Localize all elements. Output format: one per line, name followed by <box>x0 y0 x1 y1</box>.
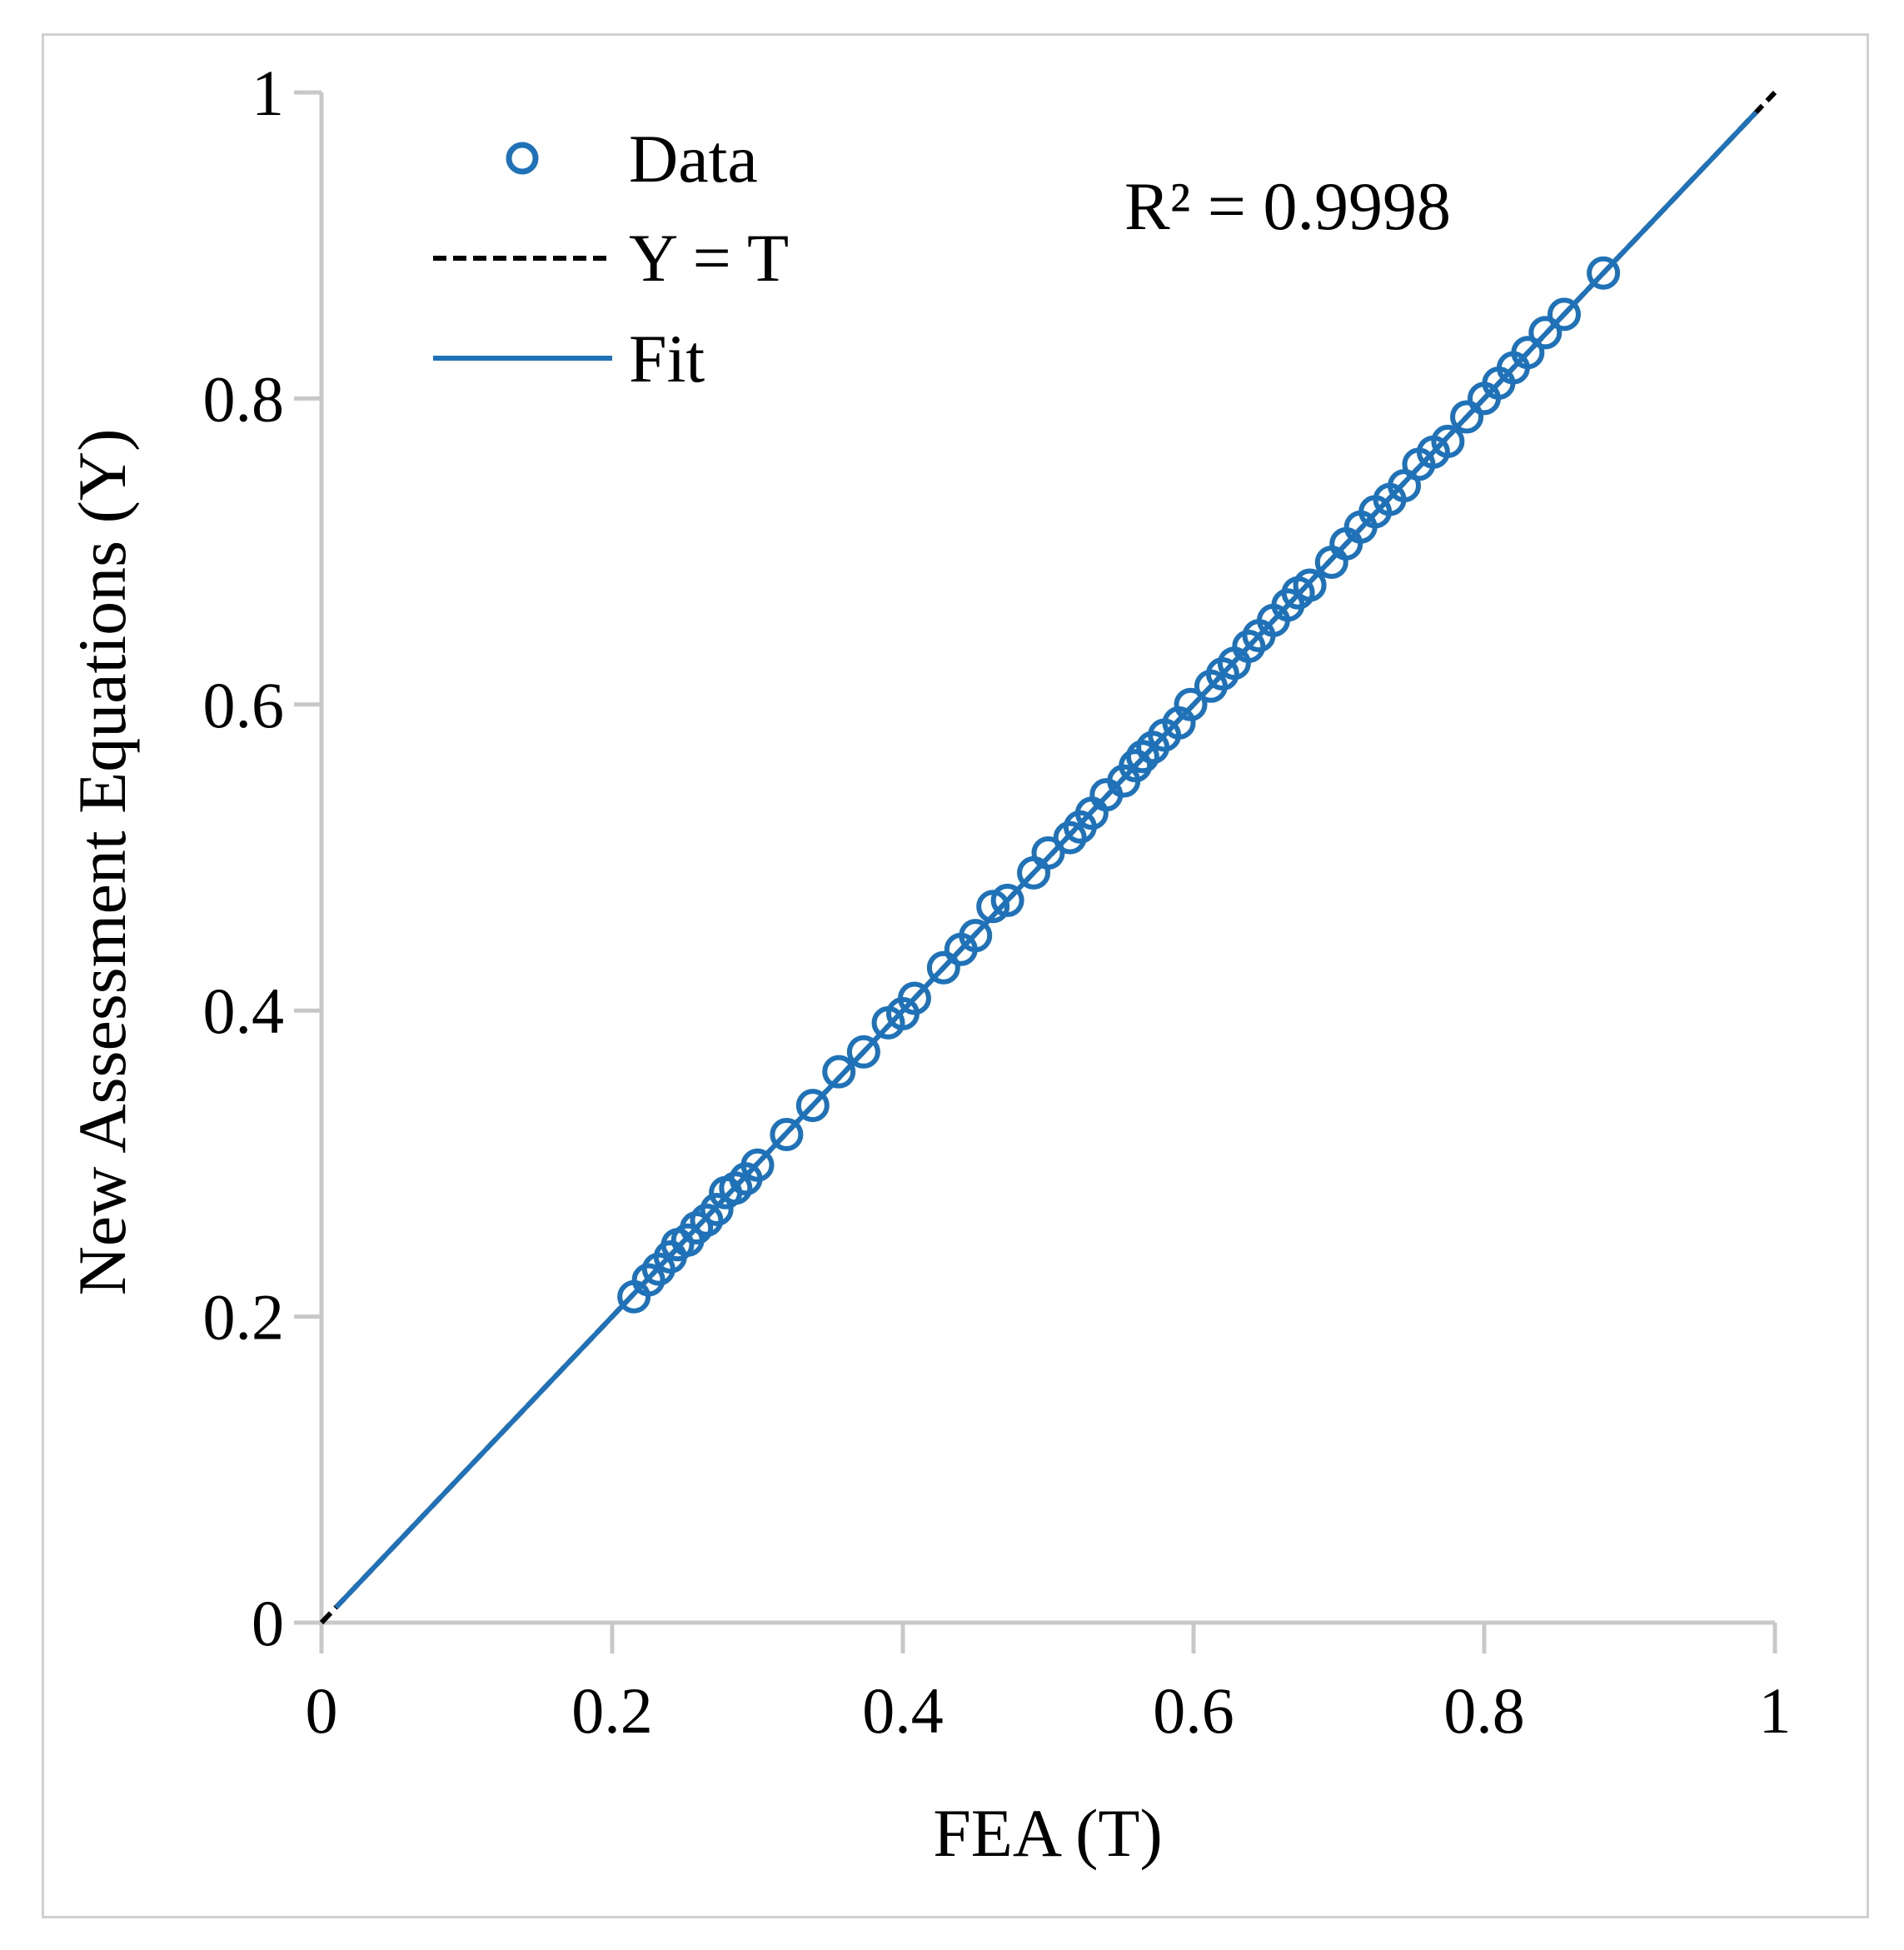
y-tick-label: 1 <box>252 57 284 129</box>
data-point <box>1031 835 1065 870</box>
data-point <box>1547 297 1581 332</box>
y-axis-ticks: 0 0.2 0.4 0.6 0.8 1 <box>203 57 321 1659</box>
y-axis-title: New Assessment Equations (Y) <box>64 429 140 1296</box>
legend-data-label: Data <box>629 121 758 197</box>
data-point <box>795 1089 830 1123</box>
legend-reference-label: Y = T <box>629 220 789 296</box>
axes <box>319 92 1775 1625</box>
data-point <box>926 950 960 985</box>
data-point <box>1511 336 1545 370</box>
x-tick-label: 0.4 <box>862 1674 944 1747</box>
data-point <box>1174 687 1208 721</box>
fit-line <box>334 110 1758 1609</box>
data-point <box>690 1203 724 1237</box>
data-point <box>1293 568 1327 602</box>
x-axis-title: FEA (T) <box>933 1795 1163 1871</box>
x-tick-label: 0.6 <box>1153 1674 1234 1747</box>
data-point <box>1450 400 1484 434</box>
data-point <box>1232 629 1266 663</box>
y-tick-label: 0.6 <box>203 669 285 741</box>
legend: Data Y = T Fit <box>433 121 789 396</box>
legend-fit-label: Fit <box>629 321 705 396</box>
data-point <box>1053 820 1087 855</box>
data-point <box>1119 749 1153 783</box>
data-point <box>1431 424 1465 458</box>
data-point <box>770 1117 804 1151</box>
data-point <box>846 1035 880 1069</box>
data-point <box>1528 316 1563 350</box>
y-tick-label: 0.8 <box>203 362 285 435</box>
data-point <box>990 883 1024 917</box>
y-tick-label: 0 <box>252 1587 284 1659</box>
x-tick-label: 0 <box>306 1674 338 1747</box>
data-point <box>700 1193 734 1227</box>
data-point <box>740 1148 775 1182</box>
data-point <box>1125 740 1159 774</box>
data-point <box>822 1055 856 1089</box>
x-tick-label: 1 <box>1759 1674 1792 1747</box>
data-point <box>631 1263 665 1297</box>
data-point <box>897 981 931 1015</box>
y-tick-label: 0.4 <box>203 975 285 1047</box>
x-axis-ticks: 0 0.2 0.4 0.6 0.8 1 <box>306 1623 1792 1747</box>
legend-data-marker <box>506 142 539 175</box>
data-points <box>617 256 1621 1314</box>
data-point <box>719 1171 753 1205</box>
data-point <box>959 919 993 953</box>
r-squared-annotation: R² = 0.9998 <box>1124 168 1451 244</box>
data-point <box>1587 256 1621 290</box>
x-tick-label: 0.2 <box>571 1674 653 1747</box>
x-tick-label: 0.8 <box>1443 1674 1525 1747</box>
y-tick-label: 0.2 <box>203 1281 285 1354</box>
